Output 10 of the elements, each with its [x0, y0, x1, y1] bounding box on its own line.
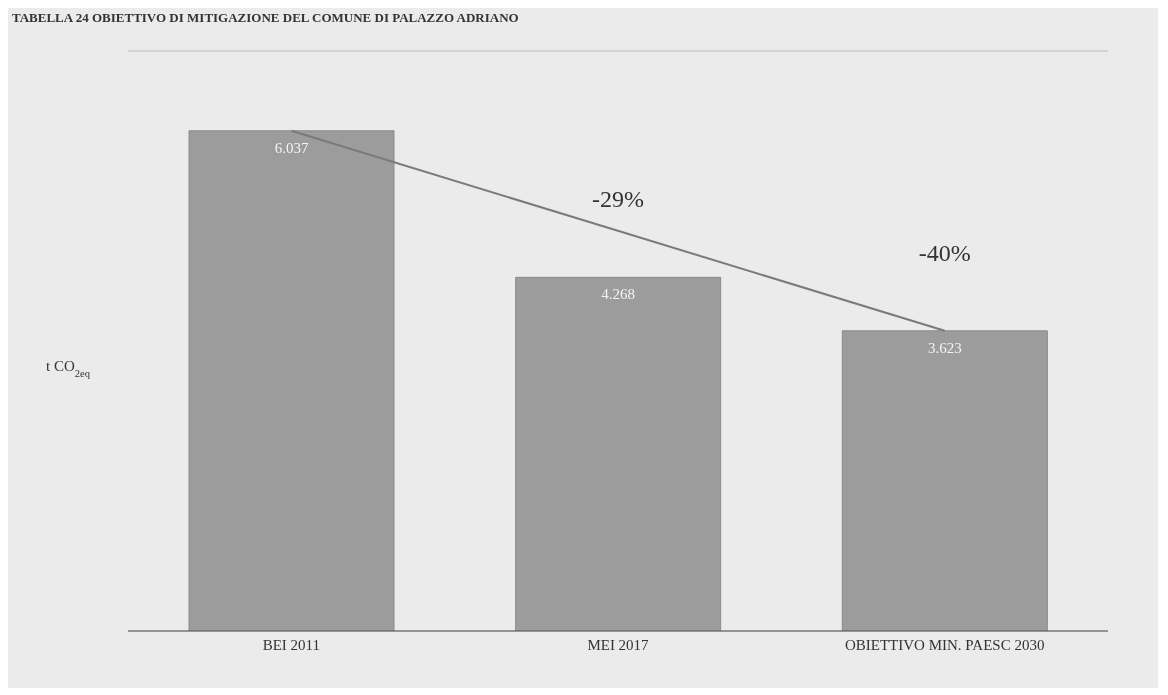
y-axis-title: t CO$_{2eq}$: [46, 358, 91, 379]
chart-title: TABELLA 24 OBIETTIVO DI MITIGAZIONE DEL COMUNE DI PALAZZO ADRIANO: [11, 9, 520, 26]
data-label: 6.037: [274, 139, 309, 156]
x-tick-label: BEI 2011: [262, 636, 321, 653]
x-tick-label: OBIETTIVO MIN. PAESC 2030: [844, 636, 1045, 653]
annotation: -29%: [592, 186, 644, 213]
data-label: 4.268: [601, 286, 636, 303]
x-tick-label: MEI 2017: [587, 636, 650, 653]
data-label: 3.623: [927, 339, 962, 356]
annotation: -40%: [918, 239, 971, 266]
